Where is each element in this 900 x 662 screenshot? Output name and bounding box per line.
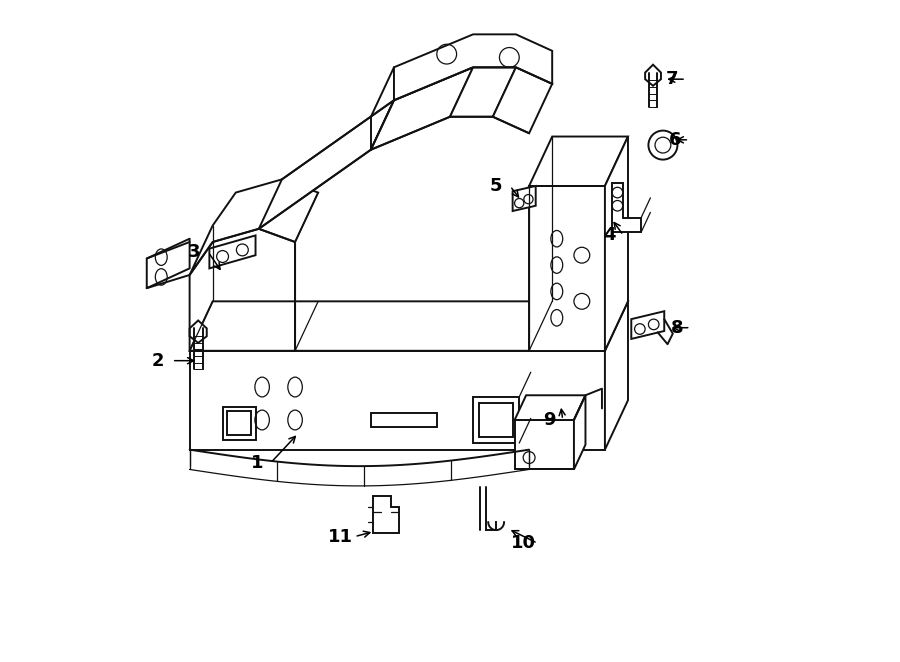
- Polygon shape: [473, 397, 519, 443]
- Text: 7: 7: [666, 70, 679, 88]
- Polygon shape: [574, 395, 586, 469]
- Polygon shape: [529, 136, 628, 186]
- Polygon shape: [529, 186, 605, 351]
- Text: 1: 1: [250, 454, 263, 472]
- Polygon shape: [373, 496, 400, 534]
- Polygon shape: [645, 65, 661, 86]
- Polygon shape: [190, 179, 319, 275]
- Polygon shape: [450, 68, 516, 117]
- Polygon shape: [190, 301, 628, 351]
- Polygon shape: [515, 395, 586, 420]
- Polygon shape: [394, 34, 553, 100]
- Text: 2: 2: [152, 352, 164, 369]
- Text: 6: 6: [670, 131, 681, 149]
- Text: 5: 5: [490, 177, 502, 195]
- Polygon shape: [605, 301, 628, 449]
- Text: 10: 10: [511, 534, 536, 552]
- Polygon shape: [190, 320, 207, 343]
- Circle shape: [648, 130, 678, 160]
- Polygon shape: [631, 311, 664, 339]
- Polygon shape: [222, 407, 256, 440]
- Polygon shape: [190, 351, 605, 449]
- Polygon shape: [513, 186, 536, 211]
- Text: 8: 8: [670, 318, 683, 337]
- Polygon shape: [227, 411, 251, 435]
- Text: 3: 3: [188, 243, 201, 261]
- Polygon shape: [371, 68, 473, 150]
- Polygon shape: [515, 420, 574, 469]
- Polygon shape: [611, 183, 641, 232]
- Text: 4: 4: [603, 226, 616, 244]
- Polygon shape: [479, 403, 513, 437]
- Text: 11: 11: [328, 528, 353, 545]
- Text: 9: 9: [543, 411, 555, 429]
- Polygon shape: [259, 100, 394, 229]
- Polygon shape: [210, 236, 256, 268]
- Polygon shape: [605, 136, 628, 351]
- Polygon shape: [493, 68, 553, 133]
